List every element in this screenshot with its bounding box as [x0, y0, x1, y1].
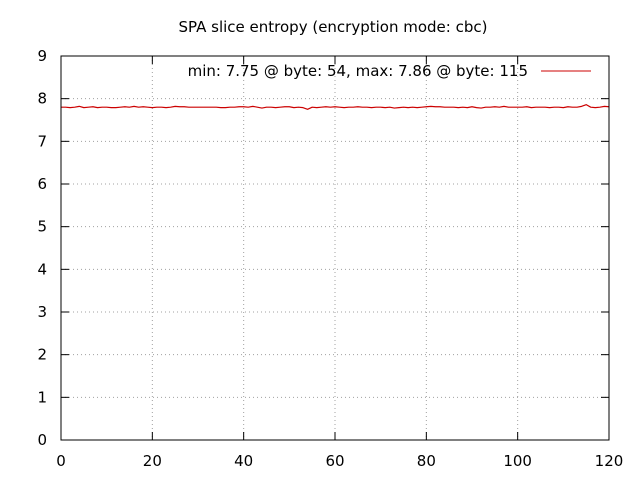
- grid: [61, 56, 609, 440]
- y-tick-label: 7: [37, 132, 47, 150]
- x-tick-label: 0: [56, 452, 66, 470]
- x-tick-label: 80: [417, 452, 436, 470]
- y-tick-label: 3: [37, 303, 47, 321]
- y-tick-label: 2: [37, 346, 47, 364]
- legend-label: min: 7.75 @ byte: 54, max: 7.86 @ byte: …: [188, 62, 528, 80]
- x-tick-label: 120: [595, 452, 624, 470]
- x-tick-label: 20: [143, 452, 162, 470]
- tick-layer: 0 1 2 3 4 5 6 7 8 9 0 20 40 60 80 100 120: [37, 47, 623, 470]
- series-layer: [61, 104, 610, 110]
- y-tick-label: 0: [37, 431, 47, 449]
- y-tick-label: 8: [37, 90, 47, 108]
- y-tick-label: 9: [37, 47, 47, 65]
- x-tick-label: 40: [234, 452, 253, 470]
- x-tick-label: 100: [503, 452, 532, 470]
- y-tick-label: 4: [37, 260, 47, 278]
- y-tick-label: 6: [37, 175, 47, 193]
- chart-title: SPA slice entropy (encryption mode: cbc): [179, 18, 488, 36]
- legend: min: 7.75 @ byte: 54, max: 7.86 @ byte: …: [188, 62, 591, 80]
- series-line: [61, 104, 610, 110]
- y-tick-label: 1: [37, 388, 47, 406]
- x-tick-label: 60: [325, 452, 344, 470]
- y-tick-label: 5: [37, 218, 47, 236]
